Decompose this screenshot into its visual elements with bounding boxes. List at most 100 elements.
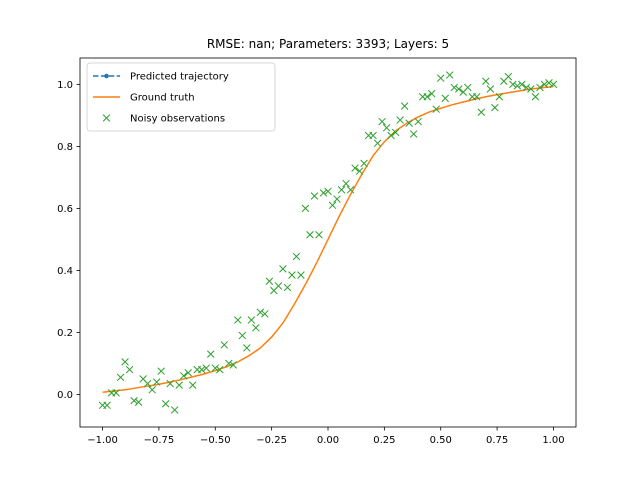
observation-point xyxy=(184,368,192,377)
observation-point xyxy=(256,308,265,317)
observation-point xyxy=(536,83,544,92)
observation-point xyxy=(369,131,377,140)
observation-point xyxy=(409,130,418,138)
observation-point xyxy=(378,117,386,126)
observation-point xyxy=(225,359,233,368)
observation-point xyxy=(337,186,346,194)
observation-point xyxy=(125,365,134,374)
x-tick-label: −0.25 xyxy=(256,435,287,446)
observation-point xyxy=(121,358,129,366)
observation-point xyxy=(346,186,355,194)
observation-point xyxy=(252,324,260,332)
observation-point xyxy=(306,230,314,239)
y-tick-label: 0.6 xyxy=(57,204,73,215)
x-tick-label: −1.00 xyxy=(87,435,118,446)
observation-point xyxy=(464,83,472,92)
observation-point xyxy=(342,179,350,188)
x-tick-label: 0.50 xyxy=(430,435,452,446)
observation-point xyxy=(482,77,490,86)
y-tick-label: 0.8 xyxy=(57,142,73,153)
observation-point xyxy=(396,116,404,124)
observation-point xyxy=(423,93,431,101)
observation-point xyxy=(351,164,359,172)
observation-point xyxy=(279,265,287,273)
observation-point xyxy=(549,80,558,89)
observation-point xyxy=(310,192,319,200)
legend-label: Noisy observations xyxy=(130,114,225,125)
observation-point xyxy=(301,204,310,213)
observation-point xyxy=(509,80,517,89)
observation-point xyxy=(103,401,111,410)
observation-point xyxy=(531,93,540,101)
observation-point xyxy=(188,381,197,389)
observation-point xyxy=(243,344,251,352)
observation-point xyxy=(400,102,409,110)
x-tick-label: 0.25 xyxy=(373,435,395,446)
observation-point xyxy=(143,379,152,388)
observation-point xyxy=(432,105,440,113)
observation-point xyxy=(197,365,206,374)
observation-point xyxy=(130,396,138,405)
y-tick-label: 0.4 xyxy=(57,266,73,277)
observation-point xyxy=(175,381,183,389)
observation-point xyxy=(360,159,368,168)
observation-point xyxy=(414,117,422,126)
y-tick-label: 1.0 xyxy=(57,80,73,91)
x-tick-label: 1.00 xyxy=(542,435,564,446)
observation-point xyxy=(328,201,337,210)
observation-point xyxy=(216,365,224,374)
observation-point xyxy=(324,187,332,196)
x-tick-label: 0.00 xyxy=(317,435,339,446)
observation-point xyxy=(179,372,188,380)
y-tick-label: 0.2 xyxy=(57,328,73,339)
observation-point xyxy=(211,364,220,372)
observation-point xyxy=(486,85,495,93)
chart-title: RMSE: nan; Parameters: 3393; Layers: 5 xyxy=(207,37,449,51)
observation-point xyxy=(518,80,526,89)
observation-point xyxy=(170,406,179,414)
observation-point xyxy=(441,94,449,103)
observation-point xyxy=(220,341,229,349)
x-tick-label: −0.75 xyxy=(144,435,175,446)
observation-point xyxy=(504,72,513,81)
observation-point xyxy=(283,283,292,292)
observation-point xyxy=(473,93,481,101)
observation-point xyxy=(445,71,454,79)
observation-point xyxy=(134,398,143,406)
observation-point xyxy=(261,310,269,318)
observation-point xyxy=(513,82,522,90)
legend-label: Ground truth xyxy=(130,93,195,104)
plot-area: −1.00 −0.75 −0.50 −0.25 0.00 0.25 0.50 0.75 1.00… xyxy=(57,57,577,446)
observation-point xyxy=(274,282,283,290)
observation-point xyxy=(288,271,296,279)
observation-point xyxy=(152,378,161,386)
observation-point xyxy=(315,230,323,239)
legend-swatch-observations xyxy=(102,114,111,122)
observation-point xyxy=(382,124,391,132)
observation-point xyxy=(229,361,238,369)
observation-point xyxy=(265,277,274,286)
observation-point xyxy=(112,389,120,397)
observation-point xyxy=(545,79,553,87)
observation-point xyxy=(522,83,531,92)
observation-point xyxy=(491,103,499,112)
observation-point xyxy=(527,85,535,93)
observation-point xyxy=(238,331,247,340)
observation-point xyxy=(116,373,125,382)
observation-point xyxy=(455,85,463,93)
x-tick-label: 0.75 xyxy=(486,435,508,446)
observation-point xyxy=(157,367,165,375)
observation-point xyxy=(166,379,174,388)
observation-point xyxy=(297,271,305,279)
legend-label: Predicted trajectory xyxy=(130,72,229,83)
observation-point xyxy=(161,399,170,408)
observation-point xyxy=(495,93,504,101)
y-tick-label: 0.0 xyxy=(57,390,73,401)
observation-point xyxy=(427,89,436,98)
observation-point xyxy=(355,167,364,175)
observation-point xyxy=(405,119,413,127)
observation-point xyxy=(373,139,382,148)
observation-point xyxy=(477,108,486,117)
x-tick-label: −0.50 xyxy=(200,435,231,446)
